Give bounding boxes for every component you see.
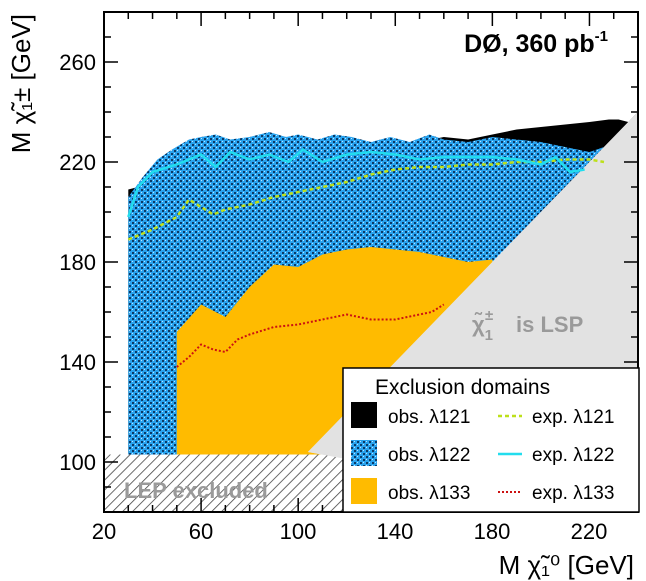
y-tick-label: 140 xyxy=(59,350,96,375)
x-axis-title: M χ̃₁⁰ [GeV] xyxy=(499,550,634,580)
legend: Exclusion domains obs. λ121 exp. λ121 ob… xyxy=(342,367,640,513)
x-tick-label: 20 xyxy=(92,519,116,544)
y-tick-label: 100 xyxy=(59,450,96,475)
legend-label-exp-121: exp. λ121 xyxy=(532,407,614,428)
legend-label-exp-133: exp. λ133 xyxy=(532,483,614,504)
x-tick-label: 220 xyxy=(571,519,608,544)
legend-label-obs-121: obs. λ121 xyxy=(388,407,470,428)
lsp-label-text: is LSP xyxy=(516,312,583,337)
x-tick-label: 180 xyxy=(474,519,511,544)
chargino-symbol: χ̃1± xyxy=(472,307,493,344)
legend-swatch-obs-133 xyxy=(351,478,377,504)
y-tick-label: 260 xyxy=(59,50,96,75)
y-axis-title: M χ̃₁± [GeV] xyxy=(6,14,36,153)
x-tick-label: 100 xyxy=(280,519,317,544)
legend-label-exp-122: exp. λ122 xyxy=(532,445,614,466)
legend-swatch-obs-122 xyxy=(351,440,377,466)
legend-title: Exclusion domains xyxy=(375,376,550,399)
experiment-label: DØ, 360 pb-1 xyxy=(464,28,608,58)
legend-box xyxy=(342,367,640,513)
legend-label-obs-133: obs. λ133 xyxy=(388,483,470,504)
lsp-region-label: χ̃1± is LSP xyxy=(472,307,583,344)
x-tick-label: 140 xyxy=(377,519,414,544)
legend-swatch-obs-121 xyxy=(351,402,377,428)
x-tick-label: 60 xyxy=(189,519,213,544)
line-exp-122 xyxy=(127,147,585,218)
legend-label-obs-122: obs. λ122 xyxy=(388,445,470,466)
y-tick-label: 180 xyxy=(59,250,96,275)
experiment-label-exponent: -1 xyxy=(595,28,608,45)
lep-excluded-label: LEP excluded xyxy=(124,478,268,503)
y-tick-label: 220 xyxy=(59,150,96,175)
experiment-label-main: DØ, 360 pb xyxy=(464,30,595,58)
